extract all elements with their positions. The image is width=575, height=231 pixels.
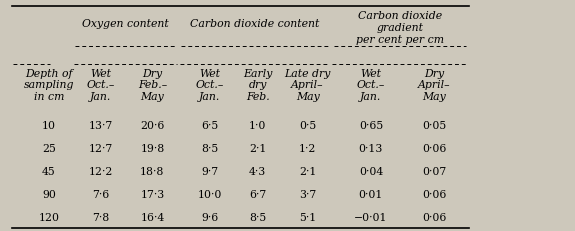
- Text: 4·3: 4·3: [249, 167, 266, 177]
- Text: 19·8: 19·8: [140, 144, 164, 154]
- Text: 0·13: 0·13: [359, 144, 383, 154]
- Text: 120: 120: [39, 213, 59, 223]
- Text: 25: 25: [42, 144, 56, 154]
- Text: 6·7: 6·7: [249, 190, 266, 200]
- Text: Early
dry
Feb.: Early dry Feb.: [243, 69, 273, 102]
- Text: 12·7: 12·7: [89, 144, 113, 154]
- Text: 6·5: 6·5: [201, 121, 218, 131]
- Text: 5·1: 5·1: [299, 213, 316, 223]
- Text: 9·7: 9·7: [201, 167, 218, 177]
- Text: 10: 10: [42, 121, 56, 131]
- Text: 0·06: 0·06: [422, 190, 446, 200]
- Text: 9·6: 9·6: [201, 213, 218, 223]
- Text: 0·01: 0·01: [359, 190, 383, 200]
- Text: 1·0: 1·0: [249, 121, 266, 131]
- Text: 2·1: 2·1: [299, 167, 316, 177]
- Text: 90: 90: [42, 190, 56, 200]
- Text: Wet
Oct.–
Jan.: Wet Oct.– Jan.: [196, 69, 224, 102]
- Text: 2·1: 2·1: [249, 144, 266, 154]
- Text: Carbon dioxide
gradient
per cent per cm: Carbon dioxide gradient per cent per cm: [355, 11, 444, 45]
- Text: 10·0: 10·0: [198, 190, 222, 200]
- Text: 12·2: 12·2: [89, 167, 113, 177]
- Text: Dry
Feb.–
May: Dry Feb.– May: [138, 69, 167, 102]
- Text: Late dry
April–
May: Late dry April– May: [285, 69, 331, 102]
- Text: 0·04: 0·04: [359, 167, 383, 177]
- Text: 0·05: 0·05: [422, 121, 446, 131]
- Text: 16·4: 16·4: [140, 213, 164, 223]
- Text: Depth of
sampling
in cm: Depth of sampling in cm: [24, 69, 74, 102]
- Text: Wet
Oct.–
Jan.: Wet Oct.– Jan.: [86, 69, 115, 102]
- Text: 7·6: 7·6: [92, 190, 109, 200]
- Text: 1·2: 1·2: [299, 144, 316, 154]
- Text: 8·5: 8·5: [249, 213, 266, 223]
- Text: 45: 45: [42, 167, 56, 177]
- Text: 8·5: 8·5: [201, 144, 218, 154]
- Text: 0·5: 0·5: [299, 121, 316, 131]
- Text: Dry
April–
May: Dry April– May: [418, 69, 450, 102]
- Text: 13·7: 13·7: [89, 121, 113, 131]
- Text: 0·06: 0·06: [422, 213, 446, 223]
- Text: 0·06: 0·06: [422, 144, 446, 154]
- Text: −0·01: −0·01: [354, 213, 388, 223]
- Text: 3·7: 3·7: [299, 190, 316, 200]
- Text: Carbon dioxide content: Carbon dioxide content: [190, 19, 320, 29]
- Text: 18·8: 18·8: [140, 167, 164, 177]
- Text: 0·65: 0·65: [359, 121, 383, 131]
- Text: 0·07: 0·07: [422, 167, 446, 177]
- Text: Wet
Oct.–
Jan.: Wet Oct.– Jan.: [356, 69, 385, 102]
- Text: Oxygen content: Oxygen content: [82, 19, 168, 29]
- Text: 17·3: 17·3: [140, 190, 164, 200]
- Text: 7·8: 7·8: [92, 213, 109, 223]
- Text: 20·6: 20·6: [140, 121, 164, 131]
